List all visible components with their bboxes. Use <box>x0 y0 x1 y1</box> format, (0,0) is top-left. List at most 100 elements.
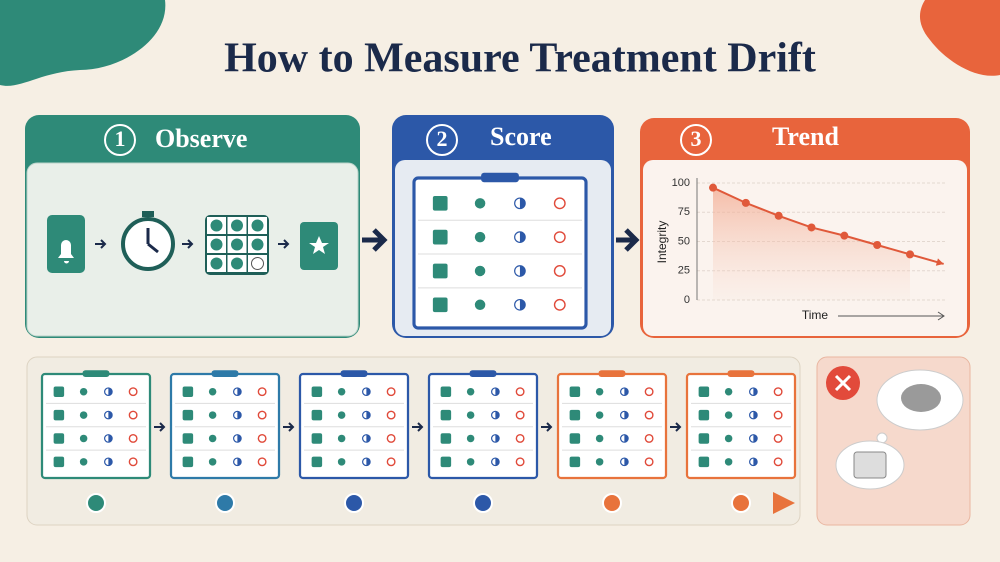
score-empty <box>386 457 396 467</box>
score-empty <box>128 410 138 420</box>
row-icon <box>311 409 323 421</box>
score-empty <box>257 387 267 397</box>
score-full <box>208 458 217 466</box>
grid-dot <box>251 257 264 270</box>
score-half-fill <box>108 458 113 466</box>
row-icon <box>569 409 581 421</box>
point <box>709 183 717 192</box>
point <box>840 231 849 240</box>
clipboard-clip <box>481 172 519 183</box>
row-icon <box>311 433 323 444</box>
score-empty <box>773 410 783 420</box>
timeline-node <box>215 493 235 513</box>
score-empty <box>257 433 267 443</box>
score-full <box>474 198 486 209</box>
step-badge <box>680 124 712 156</box>
row-icon <box>182 456 194 468</box>
score-empty <box>644 433 654 443</box>
score-half-fill <box>495 434 500 443</box>
flow-arrow <box>541 422 553 432</box>
row-icon <box>311 456 323 468</box>
timeline-node <box>473 493 493 513</box>
score-half-fill <box>624 411 629 419</box>
y-tick-label: 100 <box>672 177 690 189</box>
grid-dot <box>210 219 223 232</box>
score-half-fill <box>366 458 371 466</box>
y-tick-label: 0 <box>684 294 690 306</box>
row-icon <box>53 386 65 397</box>
flow-arrow <box>412 422 424 432</box>
score-full <box>466 458 475 466</box>
score-full <box>208 411 217 419</box>
score-full <box>337 411 346 419</box>
score-half-fill <box>237 458 242 466</box>
row-icon <box>440 409 452 421</box>
timeline-arrow <box>773 492 795 514</box>
score-full <box>724 434 733 443</box>
timeline-node <box>344 493 364 513</box>
score-full <box>79 387 88 396</box>
score-half-fill <box>495 458 500 466</box>
flow-arrow <box>182 239 194 249</box>
timeline-node <box>86 493 106 513</box>
score-half-fill <box>519 265 526 277</box>
step-number: 2 <box>437 126 448 151</box>
row-icon <box>440 433 452 444</box>
clipboard-clip <box>598 370 626 377</box>
score-empty <box>515 457 525 467</box>
bell <box>58 240 74 264</box>
score-empty <box>553 265 566 277</box>
score-half-fill <box>366 387 371 396</box>
clipboard-clip <box>469 370 497 377</box>
row-icon <box>698 456 710 468</box>
score-full <box>337 387 346 396</box>
score-full <box>337 434 346 443</box>
score-empty <box>644 387 654 397</box>
score-empty <box>386 410 396 420</box>
score-half-fill <box>108 434 113 443</box>
flow-arrow <box>670 422 682 432</box>
score-half-fill <box>753 458 758 466</box>
decor-blob <box>0 0 166 86</box>
y-axis-label: Integrity <box>655 221 669 264</box>
row-icon <box>182 386 194 397</box>
score-half-fill <box>108 411 113 419</box>
grid-dot <box>251 238 264 251</box>
score-full <box>595 411 604 419</box>
score-empty <box>553 197 566 210</box>
score-full <box>466 387 475 396</box>
score-half-fill <box>366 434 371 443</box>
score-empty <box>128 387 138 397</box>
score-half-fill <box>237 411 242 419</box>
clipboard-clip <box>340 370 368 377</box>
score-full <box>724 411 733 419</box>
point <box>807 223 816 232</box>
calendar-icon <box>853 451 887 479</box>
score-full <box>724 458 733 466</box>
score-empty <box>128 457 138 467</box>
row-icon <box>569 456 581 468</box>
stopwatch-hands <box>146 228 159 254</box>
step-label: Observe <box>155 124 247 153</box>
row-icon <box>53 409 65 421</box>
score-half-fill <box>237 434 242 443</box>
area <box>713 187 910 300</box>
x-axis-label: Time <box>802 308 829 322</box>
x-axis-arrow <box>838 311 945 321</box>
row-icon <box>569 433 581 444</box>
score-full <box>474 299 486 311</box>
point <box>741 198 750 207</box>
row-icon <box>432 195 448 211</box>
score-half-fill <box>495 387 500 396</box>
row-icon <box>432 263 448 279</box>
score-half-fill <box>108 387 113 396</box>
step-number: 3 <box>691 126 702 151</box>
row-icon <box>432 229 448 245</box>
score-empty <box>386 387 396 397</box>
grid-dot <box>210 257 223 270</box>
score-full <box>208 434 217 443</box>
score-full <box>466 434 475 443</box>
score-empty <box>644 410 654 420</box>
row-icon <box>440 386 452 397</box>
